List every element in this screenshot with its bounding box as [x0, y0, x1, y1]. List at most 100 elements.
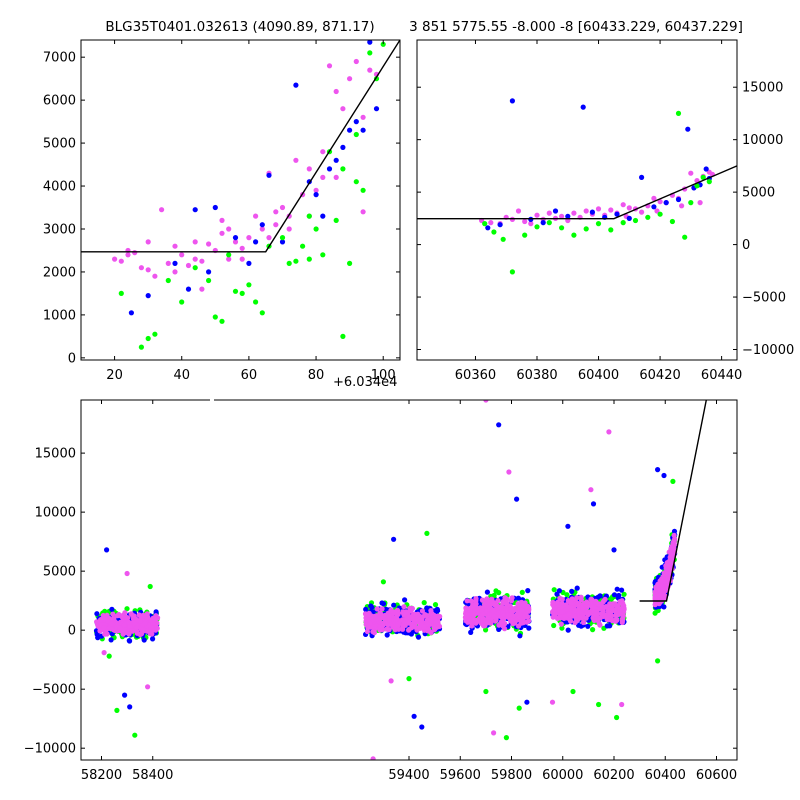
top-right-series-2-point	[657, 211, 663, 217]
bottom-season-2-point	[488, 617, 494, 623]
bottom-outlier-0-point	[661, 472, 667, 479]
top-right-series-2-point	[675, 110, 682, 116]
bottom-season-2-point	[500, 600, 506, 607]
top-left-series-0-point	[273, 209, 279, 215]
bottom-season-3-point	[580, 619, 587, 626]
bottom-x-tick-label: 58200	[81, 768, 122, 783]
top-right-series-0-point	[626, 205, 632, 211]
bottom-season-2-point	[525, 588, 531, 594]
top-right-series-0-point	[688, 170, 694, 176]
bottom-outlier-1-point	[570, 688, 576, 695]
top-left-series-2-point	[353, 131, 359, 138]
top-left-frame	[80, 39, 401, 361]
bottom-season-3-point	[590, 615, 596, 621]
bottom-outlier-0-point	[611, 547, 617, 553]
top-left-series-0-point	[259, 226, 265, 232]
top-left-x-tick-label: 20	[106, 368, 123, 383]
bottom-season-4-point	[652, 602, 658, 608]
top-left-series-1-point	[259, 222, 265, 228]
bottom-outlier-1-point	[596, 701, 602, 708]
top-right-series-1-point	[540, 220, 546, 226]
bottom-outlier-2-point	[483, 400, 489, 403]
top-right-series-0-point	[620, 202, 626, 208]
bottom-y-tick-label: 0	[68, 624, 76, 639]
bottom-season-3-point	[598, 611, 605, 617]
top-left-series-0-point	[306, 166, 312, 172]
top-left-series-0-point	[165, 260, 171, 266]
bottom-season-2-point	[509, 617, 515, 623]
top-right-plot-area	[417, 98, 737, 275]
top-right-series-0-point	[651, 195, 657, 201]
bottom-season-3-point	[595, 594, 601, 600]
top-left-x-tick-label: 40	[173, 368, 190, 383]
top-left-series-0-point	[179, 252, 185, 258]
bottom-season-3-point	[550, 599, 556, 605]
bottom-season-1-point	[395, 621, 401, 627]
bottom-season-2-point	[512, 605, 518, 612]
top-left-series-2-point	[313, 226, 319, 232]
bottom-outlier-0-point	[655, 467, 661, 473]
top-left-x-tick-label: 60	[241, 368, 258, 383]
top-left-series-2-point	[367, 50, 373, 56]
top-left-series-2-point	[145, 335, 151, 342]
bottom-season-0-point	[108, 637, 114, 643]
bottom-season-1-point	[366, 612, 372, 618]
top-left-series-0-point	[367, 67, 373, 73]
bottom-outlier-0-point	[590, 501, 597, 507]
bottom-season-2-point	[500, 613, 506, 619]
bottom-season-1-point	[379, 600, 385, 606]
bottom-season-3-point	[564, 592, 570, 598]
top-left-series-0-point	[232, 239, 239, 245]
bottom-x-tick-label: 60400	[645, 768, 686, 783]
top-right-series-1-point	[552, 208, 559, 214]
top-left-series-1-point	[145, 293, 151, 299]
top-left-series-2-point	[152, 331, 158, 337]
bottom-season-2-point	[508, 598, 514, 604]
top-left-series-0-point	[286, 226, 292, 232]
top-left-series-0-point	[132, 250, 138, 256]
bottom-season-3-point	[569, 605, 575, 611]
bottom-season-3-point	[575, 601, 581, 608]
bottom-season-1-point	[384, 632, 390, 638]
bottom-season-1-point	[363, 606, 369, 613]
top-left-series-2-point	[340, 166, 346, 172]
top-left-series-0-point	[333, 88, 339, 95]
bottom-season-2-point	[490, 608, 496, 614]
top-right-series-0-point	[583, 208, 589, 214]
bottom-outlier-1-point	[132, 732, 138, 738]
bottom-season-3-point	[602, 596, 608, 603]
top-left-series-2-point	[253, 299, 259, 305]
bottom-outlier-0-point	[419, 724, 425, 730]
top-left-series-0-point	[145, 267, 151, 273]
top-left-series-0-point	[347, 76, 353, 82]
bottom-season-4-point	[668, 545, 674, 552]
bottom-season-2-point	[489, 601, 495, 607]
bottom-season-3-point	[572, 620, 578, 626]
top-left-y-tick-label: 1000	[43, 308, 76, 323]
bottom-season-0-point	[121, 622, 127, 629]
top-right-series-2-point	[682, 234, 688, 240]
top-left-y-tick-label: 6000	[43, 94, 76, 109]
top-right-series-2-point	[482, 221, 488, 227]
bottom-season-3-point	[611, 592, 618, 598]
top-left-series-2-point	[293, 258, 299, 264]
bottom-season-3-point	[621, 591, 627, 597]
bottom-season-3-point	[572, 613, 578, 620]
bottom-season-3-point	[603, 604, 609, 610]
top-right-series-2-point	[571, 232, 577, 238]
top-left-series-1-point	[185, 286, 192, 292]
bottom-season-3-point	[551, 607, 557, 614]
bottom-y-tick-label: 10000	[35, 506, 76, 521]
top-left-series-0-point	[226, 226, 232, 232]
top-right-series-1-point	[565, 213, 571, 219]
top-left-series-2-point	[138, 344, 144, 350]
bottom-season-2-point	[520, 620, 526, 626]
top-right-series-2-point	[706, 179, 712, 185]
top-left-x-tick-label: 100	[371, 368, 396, 383]
top-left-series-0-point	[192, 256, 198, 262]
bottom-season-0-point	[108, 626, 115, 632]
bottom-season-1-point	[372, 616, 378, 622]
bottom-season-1-point	[409, 623, 415, 630]
bottom-season-2-point	[491, 613, 497, 620]
top-left-series-0-point	[273, 222, 279, 228]
